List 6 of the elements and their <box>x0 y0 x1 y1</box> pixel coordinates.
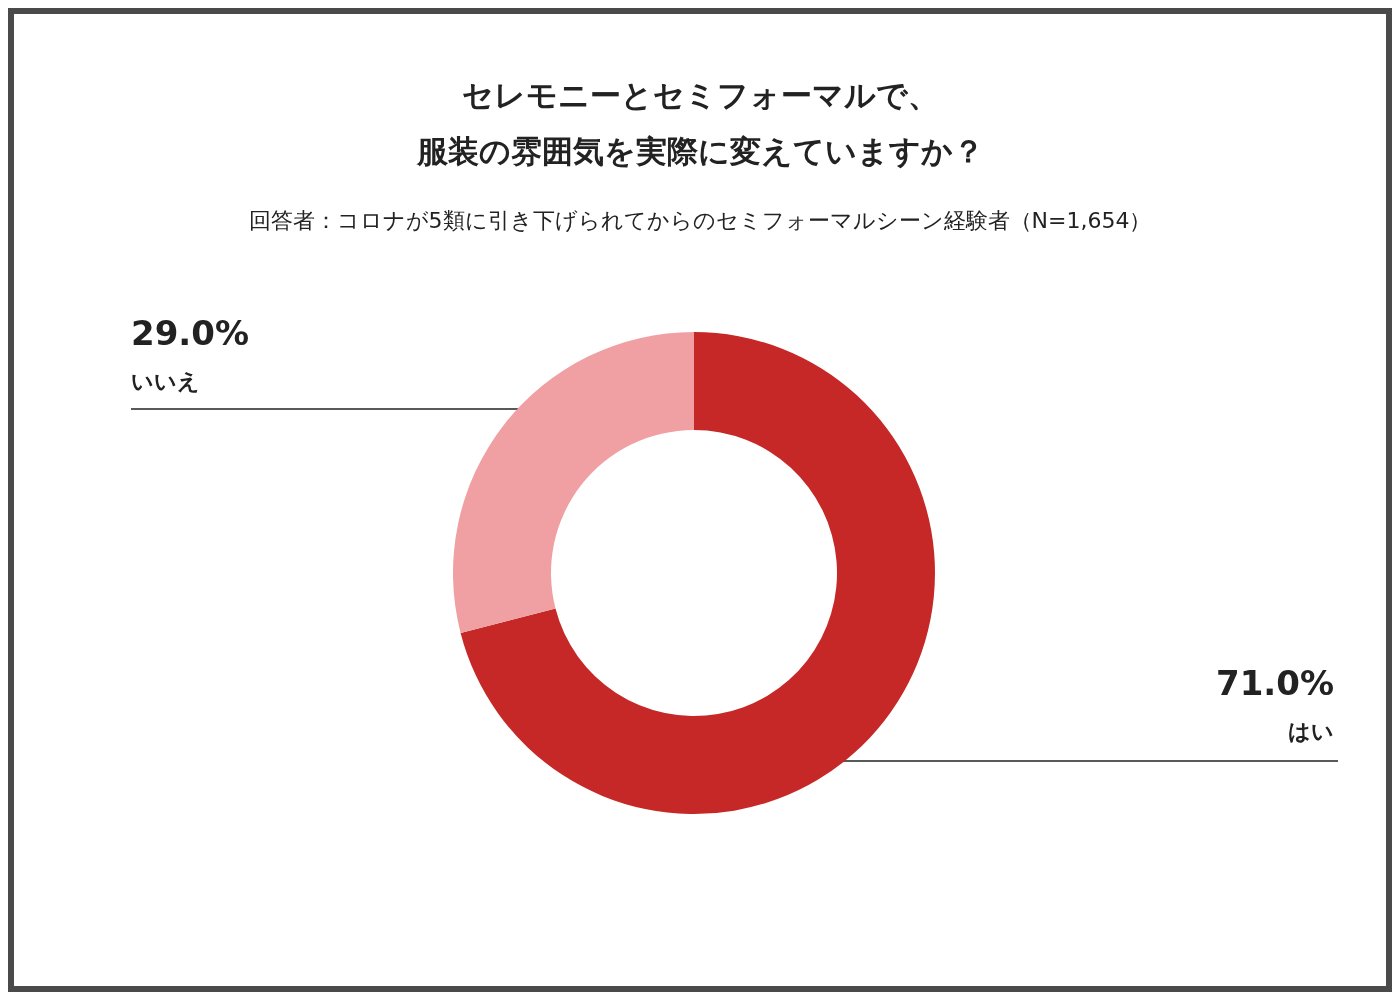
data-label: 29.0% <box>131 313 249 353</box>
slice-label: はい <box>1288 718 1334 744</box>
slice-label: いいえ <box>131 368 200 394</box>
chart-subtitle: 回答者：コロナが5類に引き下げられてからのセミフォーマルシーン経験者（N=1,654） <box>248 207 1152 233</box>
chart-title: セレモニーとセミフォーマルで、服装の雰囲気を実際に変えていますか？ <box>415 77 984 169</box>
data-label: 71.0% <box>1216 663 1334 703</box>
